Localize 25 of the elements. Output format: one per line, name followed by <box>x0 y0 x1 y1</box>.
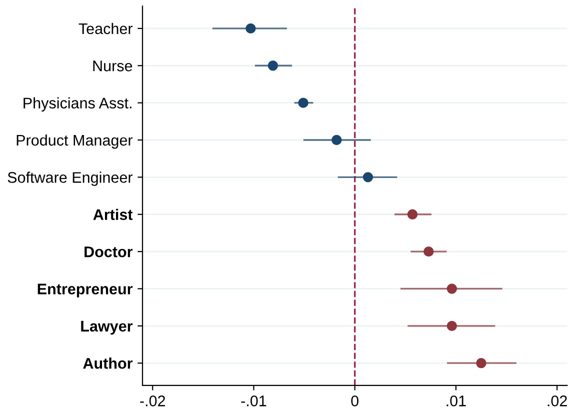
x-tick-label: -.01 <box>241 396 266 406</box>
point <box>424 246 434 257</box>
y-tick-label: Artist <box>93 208 133 220</box>
point <box>298 98 308 108</box>
y-tick-label: Teacher <box>78 22 133 34</box>
x-tick-label: 0 <box>351 396 358 406</box>
point <box>362 172 374 182</box>
y-tick-label: Software Engineer <box>8 172 133 186</box>
x-tick-label: .02 <box>548 396 567 406</box>
y-tick-label: Nurse <box>93 60 132 72</box>
x-tick-label: .01 <box>446 396 466 406</box>
point <box>446 284 457 294</box>
point <box>332 134 342 146</box>
point <box>476 358 486 368</box>
y-tick-label: Physicians Asst. <box>24 97 132 112</box>
point <box>407 209 418 220</box>
y-tick-label: Product Manager <box>16 134 133 149</box>
y-tick-label: Author <box>83 358 133 369</box>
y-tick-label: Entrepreneur <box>38 284 133 298</box>
y-tick-label: Doctor <box>84 246 133 258</box>
point <box>446 320 457 331</box>
point <box>268 60 278 71</box>
y-tick-label: Lawyer <box>81 320 133 335</box>
point <box>246 23 256 34</box>
x-tick-label: -.02 <box>140 396 166 406</box>
